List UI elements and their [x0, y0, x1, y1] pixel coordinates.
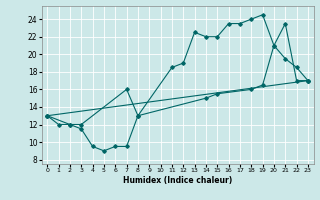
X-axis label: Humidex (Indice chaleur): Humidex (Indice chaleur)	[123, 176, 232, 185]
